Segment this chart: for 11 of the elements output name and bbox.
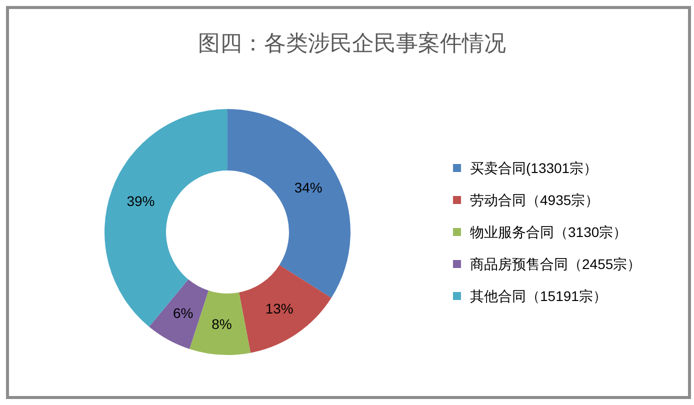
data-label: 8% — [212, 316, 232, 332]
legend-label: 劳动合同（4935宗） — [470, 192, 600, 208]
chart-title: 图四：各类涉民企民事案件情况 — [198, 30, 506, 56]
data-label: 6% — [172, 304, 194, 321]
legend-label: 买卖合同(13301宗） — [470, 160, 598, 176]
data-label: 34% — [294, 180, 322, 196]
data-label: 13% — [265, 300, 294, 316]
legend-label: 商品房预售合同（2455宗） — [470, 256, 642, 272]
legend-label: 其他合同（15191宗） — [470, 288, 607, 304]
legend-label: 物业服务合同（3130宗） — [470, 224, 628, 240]
data-label: 39% — [126, 192, 155, 209]
